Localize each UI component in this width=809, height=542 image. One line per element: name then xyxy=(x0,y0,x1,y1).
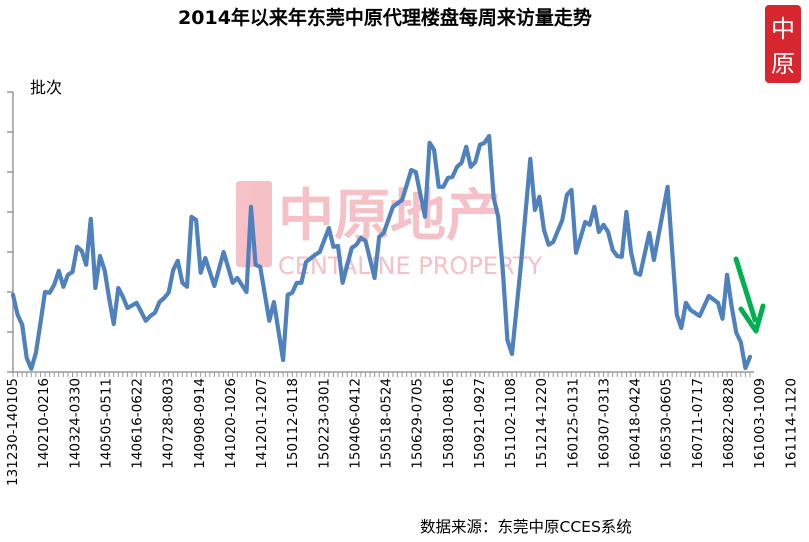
x-tick-label: 150810-0816 xyxy=(441,378,457,469)
x-tick-label: 140505-0511 xyxy=(98,378,114,469)
data-source: 数据来源：东莞中原CCES系统 xyxy=(420,518,632,536)
x-tick-label: 161003-1009 xyxy=(752,378,768,469)
x-tick-label: 131230-140105 xyxy=(5,378,21,486)
x-tick-label: 150223-0301 xyxy=(316,378,332,469)
x-tick-label: 140908-0914 xyxy=(192,378,208,469)
x-tick-label: 150518-0524 xyxy=(379,378,395,469)
x-tick-label: 161114-1120 xyxy=(783,378,799,469)
x-tick-label: 150921-0927 xyxy=(472,378,488,469)
watermark: 中原地产 CENTALINE PROPERTY xyxy=(236,181,543,280)
watermark-en: CENTALINE PROPERTY xyxy=(278,252,543,280)
x-tick-label: 140324-0330 xyxy=(67,378,83,469)
x-tick-label: 160711-0717 xyxy=(690,378,706,469)
x-tick-label: 141201-1207 xyxy=(254,378,270,469)
x-tick-label: 150112-0118 xyxy=(285,378,301,469)
svg-text:原: 原 xyxy=(771,50,795,78)
x-tick-label: 160307-0313 xyxy=(596,378,612,469)
x-tick-label: 160418-0424 xyxy=(628,378,644,469)
x-tick-labels: 131230-140105 140210-0216 140324-0330 14050… xyxy=(5,378,799,486)
green-down-arrow-icon xyxy=(733,256,766,334)
x-tick-label: 160125-0131 xyxy=(565,378,581,469)
series xyxy=(10,133,753,371)
x-tick-label: 160530-0605 xyxy=(659,378,675,469)
x-tick-label: 151214-1220 xyxy=(534,378,550,469)
x-tick-label: 140728-0803 xyxy=(161,378,177,469)
y-axis-label: 批次 xyxy=(30,78,62,97)
x-tick-label: 150406-0412 xyxy=(347,378,363,469)
x-tick-label: 140210-0216 xyxy=(36,378,52,469)
chart-title: 2014年以来年东莞中原代理楼盘每周来访量走势 xyxy=(178,6,592,29)
x-tick-label: 141020-1026 xyxy=(223,378,239,469)
centaline-logo: 中 原 xyxy=(765,5,801,83)
x-tick-label: 140616-0622 xyxy=(130,378,146,469)
axes xyxy=(7,91,754,377)
svg-text:中: 中 xyxy=(771,15,795,43)
x-tick-label: 160822-0828 xyxy=(721,378,737,469)
series-line xyxy=(10,133,753,371)
x-tick-label: 150629-0705 xyxy=(410,378,426,469)
x-tick-label: 151102-1108 xyxy=(503,378,519,469)
